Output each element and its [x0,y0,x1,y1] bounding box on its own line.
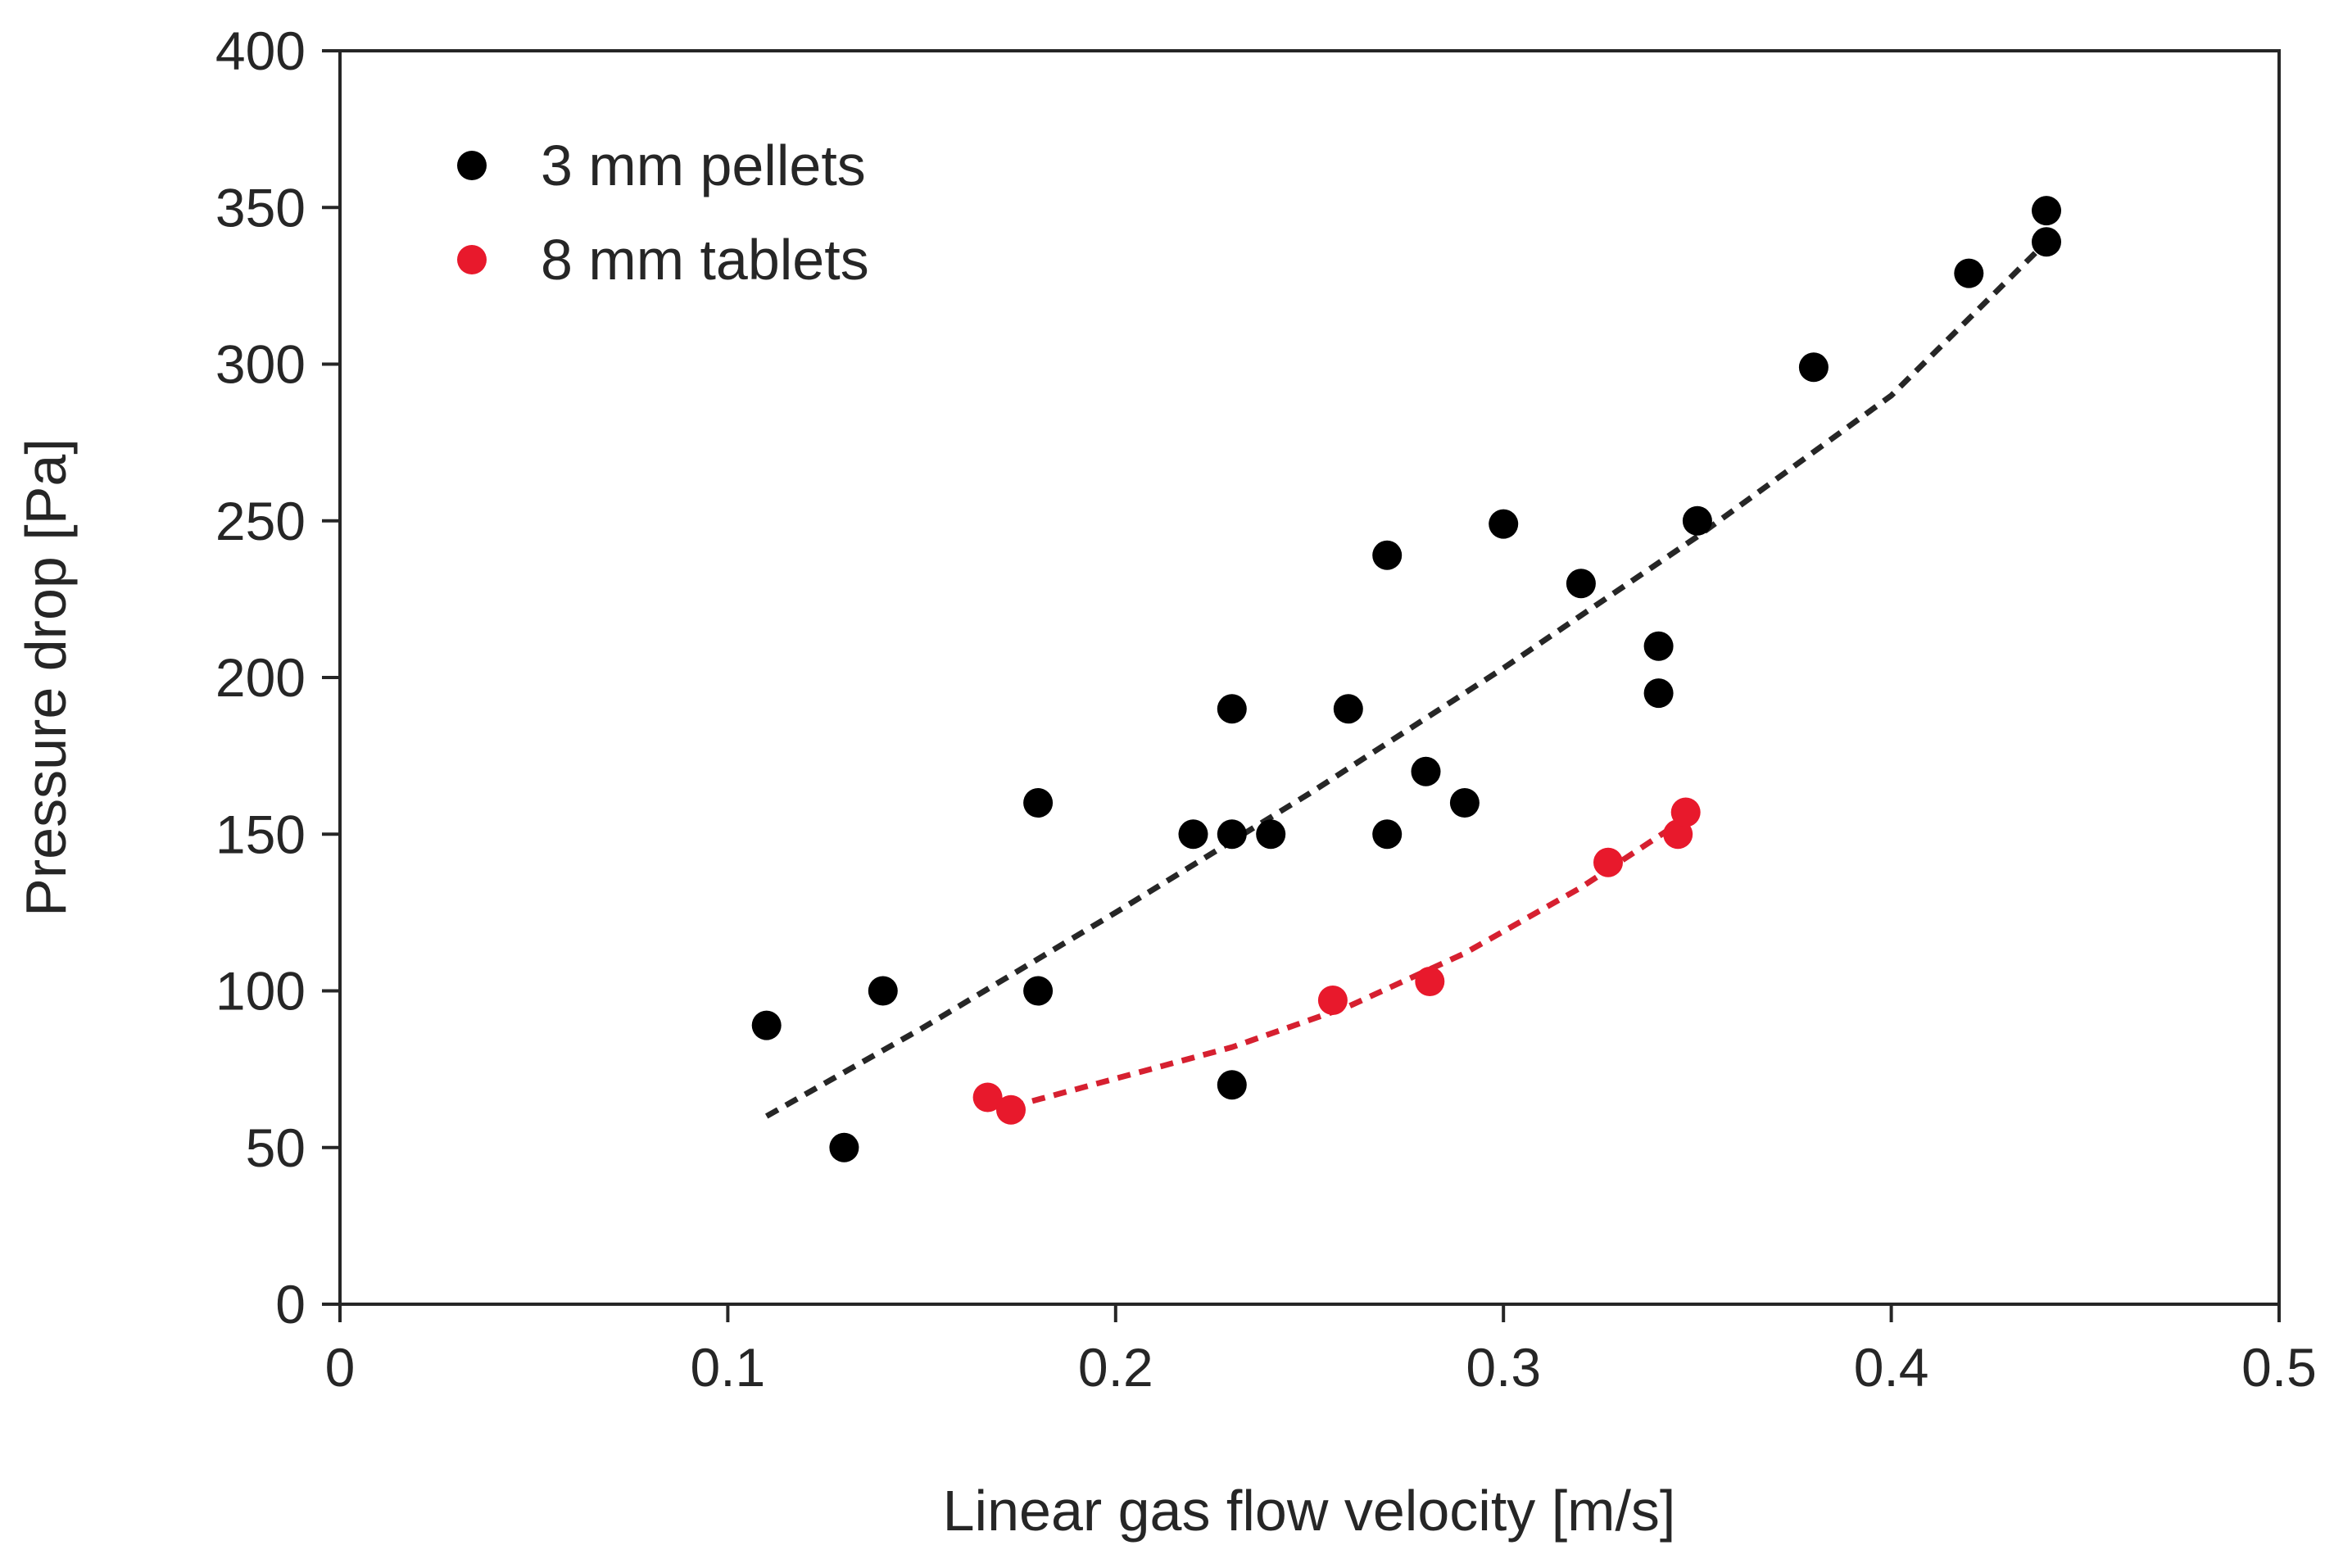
point-3-mm-pellets [1411,756,1441,786]
y-tick-label: 50 [246,1117,306,1178]
point-3-mm-pellets [1798,352,1829,383]
legend-label-3-mm-pellets: 3 mm pellets [541,134,866,197]
point-3-mm-pellets [1643,631,1674,661]
point-8-mm-tablets [1670,797,1701,827]
x-axis-title: Linear gas flow velocity [m/s] [943,1479,1676,1543]
point-3-mm-pellets [2032,196,2061,226]
point-3-mm-pellets [1682,505,1712,536]
point-3-mm-pellets [1566,569,1596,599]
y-axis-ticks: 0 50 100 150 200 250 300 350 400 [215,20,340,1335]
y-tick-label: 150 [215,804,306,864]
point-3-mm-pellets [1217,694,1247,724]
point-8-mm-tablets [1317,986,1348,1015]
point-3-mm-pellets [1217,1070,1247,1100]
x-tick-label: 0.3 [1466,1337,1541,1398]
point-3-mm-pellets [1372,540,1403,570]
point-3-mm-pellets [868,976,898,1006]
y-tick-label: 350 [215,177,306,238]
x-tick-label: 0.1 [691,1337,766,1398]
point-3-mm-pellets [2032,227,2061,257]
point-8-mm-tablets [996,1094,1026,1125]
y-axis-title: Pressure drop [Pa] [14,438,78,917]
x-tick-label: 0.4 [1854,1337,1929,1398]
fit-line-8-mm-tablets [1010,816,1688,1110]
point-3-mm-pellets [1449,788,1480,818]
legend-marker-3-mm-pellets [457,151,487,180]
point-3-mm-pellets [1023,976,1054,1006]
point-3-mm-pellets [829,1132,859,1162]
legend-label-8-mm-tablets: 8 mm tablets [541,228,869,292]
point-8-mm-tablets [972,1082,1003,1113]
point-3-mm-pellets [1954,258,1984,288]
legend-marker-8-mm-tablets [457,245,487,274]
point-3-mm-pellets [1372,819,1403,850]
y-tick-label: 400 [215,20,306,81]
point-8-mm-tablets [1415,967,1445,996]
point-8-mm-tablets [1593,847,1623,877]
x-tick-label: 0.5 [2241,1337,2317,1398]
y-tick-label: 0 [275,1274,306,1335]
point-3-mm-pellets [1489,509,1519,539]
y-tick-label: 300 [215,334,306,395]
x-tick-label: 0 [325,1337,356,1398]
y-tick-label: 200 [215,647,306,708]
x-axis-ticks: 0 0.1 0.2 0.3 0.4 0.5 [325,1304,2317,1398]
point-3-mm-pellets [751,1010,782,1040]
fit-lines [764,239,2049,1119]
point-3-mm-pellets [1178,819,1208,850]
legend: 3 mm pellets 8 mm tablets [457,134,869,292]
data-points [751,196,2061,1162]
point-3-mm-pellets [1643,678,1674,709]
point-3-mm-pellets [1256,819,1286,850]
point-3-mm-pellets [1333,694,1363,724]
y-tick-label: 100 [215,961,306,1022]
x-tick-label: 0.2 [1078,1337,1153,1398]
y-tick-label: 250 [215,491,306,551]
point-3-mm-pellets [1023,788,1054,818]
point-3-mm-pellets [1217,819,1247,850]
fit-line-3-mm-pellets [764,239,2049,1119]
